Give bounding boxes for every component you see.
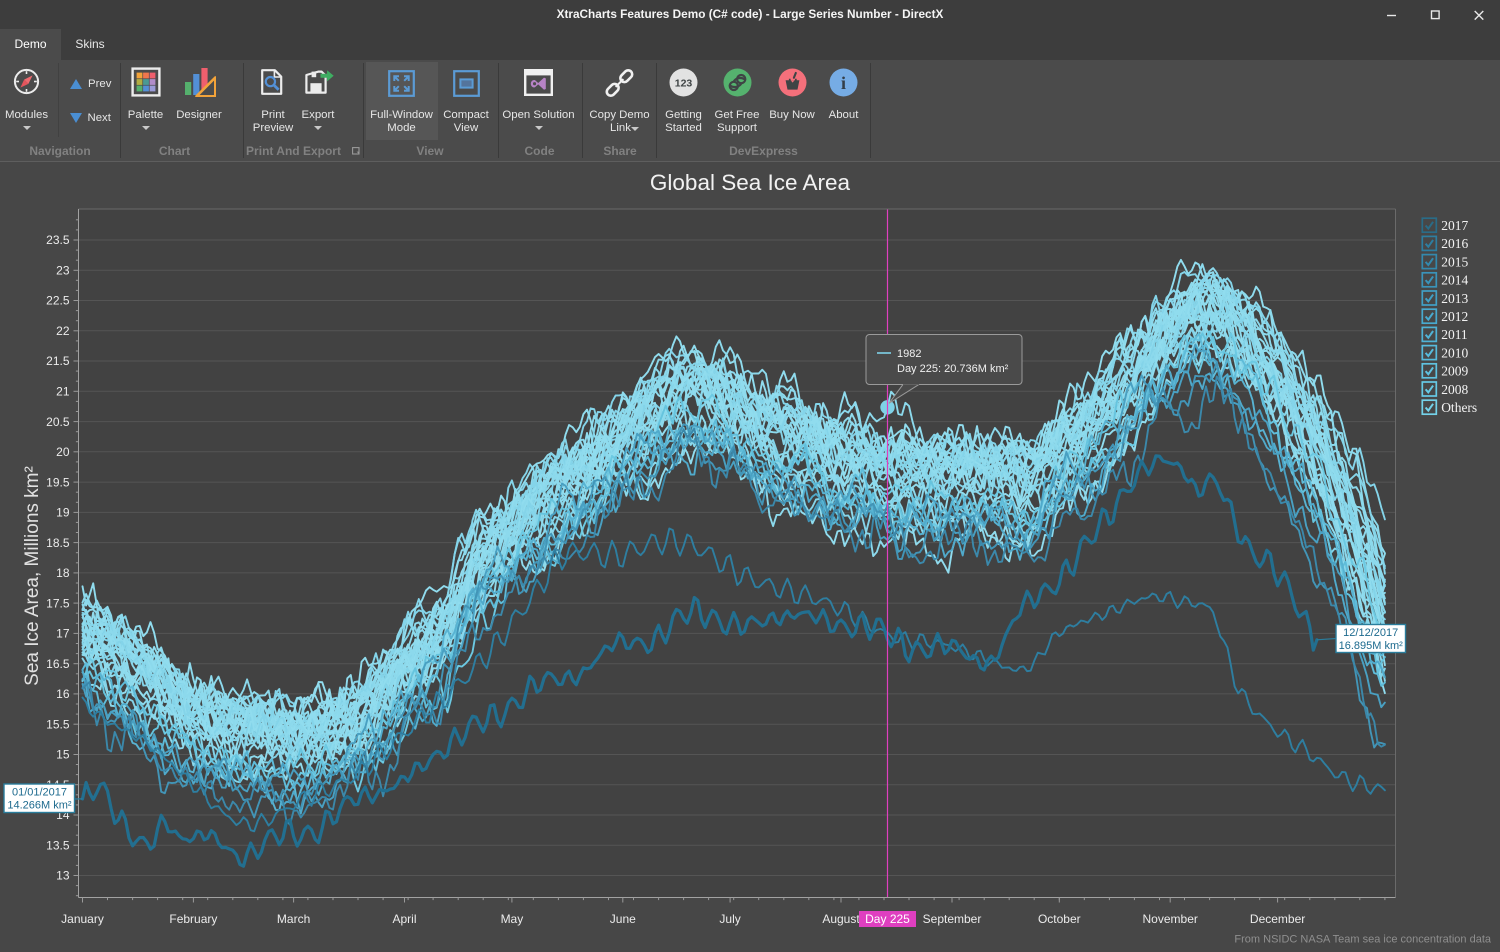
svg-text:June: June (610, 912, 636, 926)
svg-text:2008: 2008 (1441, 382, 1468, 397)
svg-text:October: October (1038, 912, 1081, 926)
svg-text:Day 225: 20.736M km²: Day 225: 20.736M km² (897, 363, 1009, 375)
svg-text:August: August (822, 912, 860, 926)
svg-text:18: 18 (56, 566, 70, 580)
svg-text:2014: 2014 (1441, 273, 1468, 288)
svg-text:February: February (169, 912, 217, 926)
svg-text:2009: 2009 (1441, 364, 1468, 379)
svg-text:Day 225: Day 225 (865, 912, 910, 926)
svg-text:12/12/2017: 12/12/2017 (1343, 627, 1398, 639)
svg-text:September: September (923, 912, 982, 926)
svg-text:19.5: 19.5 (46, 475, 70, 489)
svg-text:Others: Others (1441, 400, 1477, 415)
svg-text:2012: 2012 (1441, 309, 1468, 324)
svg-text:21: 21 (56, 385, 70, 399)
svg-text:16.5: 16.5 (46, 657, 70, 671)
svg-text:17.5: 17.5 (46, 596, 70, 610)
svg-text:April: April (392, 912, 416, 926)
svg-text:November: November (1143, 912, 1198, 926)
svg-text:2016: 2016 (1441, 236, 1468, 251)
svg-text:December: December (1250, 912, 1305, 926)
svg-text:18.5: 18.5 (46, 536, 70, 550)
svg-text:January: January (61, 912, 104, 926)
svg-text:01/01/2017: 01/01/2017 (12, 787, 67, 799)
svg-text:20: 20 (56, 445, 70, 459)
svg-text:17: 17 (56, 627, 70, 641)
svg-text:2017: 2017 (1441, 218, 1468, 233)
svg-text:19: 19 (56, 506, 70, 520)
svg-text:Sea Ice Area, Millions km²: Sea Ice Area, Millions km² (22, 466, 43, 686)
svg-text:From NSIDC NASA Team sea ice c: From NSIDC NASA Team sea ice concentrati… (1234, 934, 1491, 946)
svg-text:16: 16 (56, 687, 70, 701)
svg-text:2013: 2013 (1441, 291, 1468, 306)
svg-text:21.5: 21.5 (46, 354, 70, 368)
svg-text:15: 15 (56, 748, 70, 762)
svg-text:20.5: 20.5 (46, 415, 70, 429)
svg-text:15.5: 15.5 (46, 717, 70, 731)
svg-text:16.895M km²: 16.895M km² (1339, 640, 1404, 652)
svg-text:2015: 2015 (1441, 254, 1468, 269)
svg-text:22.5: 22.5 (46, 294, 70, 308)
svg-text:22: 22 (56, 324, 70, 338)
svg-text:May: May (501, 912, 524, 926)
svg-text:14.266M km²: 14.266M km² (7, 800, 72, 812)
svg-text:13.5: 13.5 (46, 838, 70, 852)
svg-text:23: 23 (56, 264, 70, 278)
svg-text:1982: 1982 (897, 348, 921, 360)
svg-text:March: March (277, 912, 310, 926)
svg-text:July: July (719, 912, 740, 926)
svg-text:Global Sea Ice Area: Global Sea Ice Area (650, 170, 851, 195)
svg-text:2011: 2011 (1441, 327, 1468, 342)
svg-text:13: 13 (56, 869, 70, 883)
svg-text:23.5: 23.5 (46, 233, 70, 247)
svg-text:2010: 2010 (1441, 345, 1468, 360)
